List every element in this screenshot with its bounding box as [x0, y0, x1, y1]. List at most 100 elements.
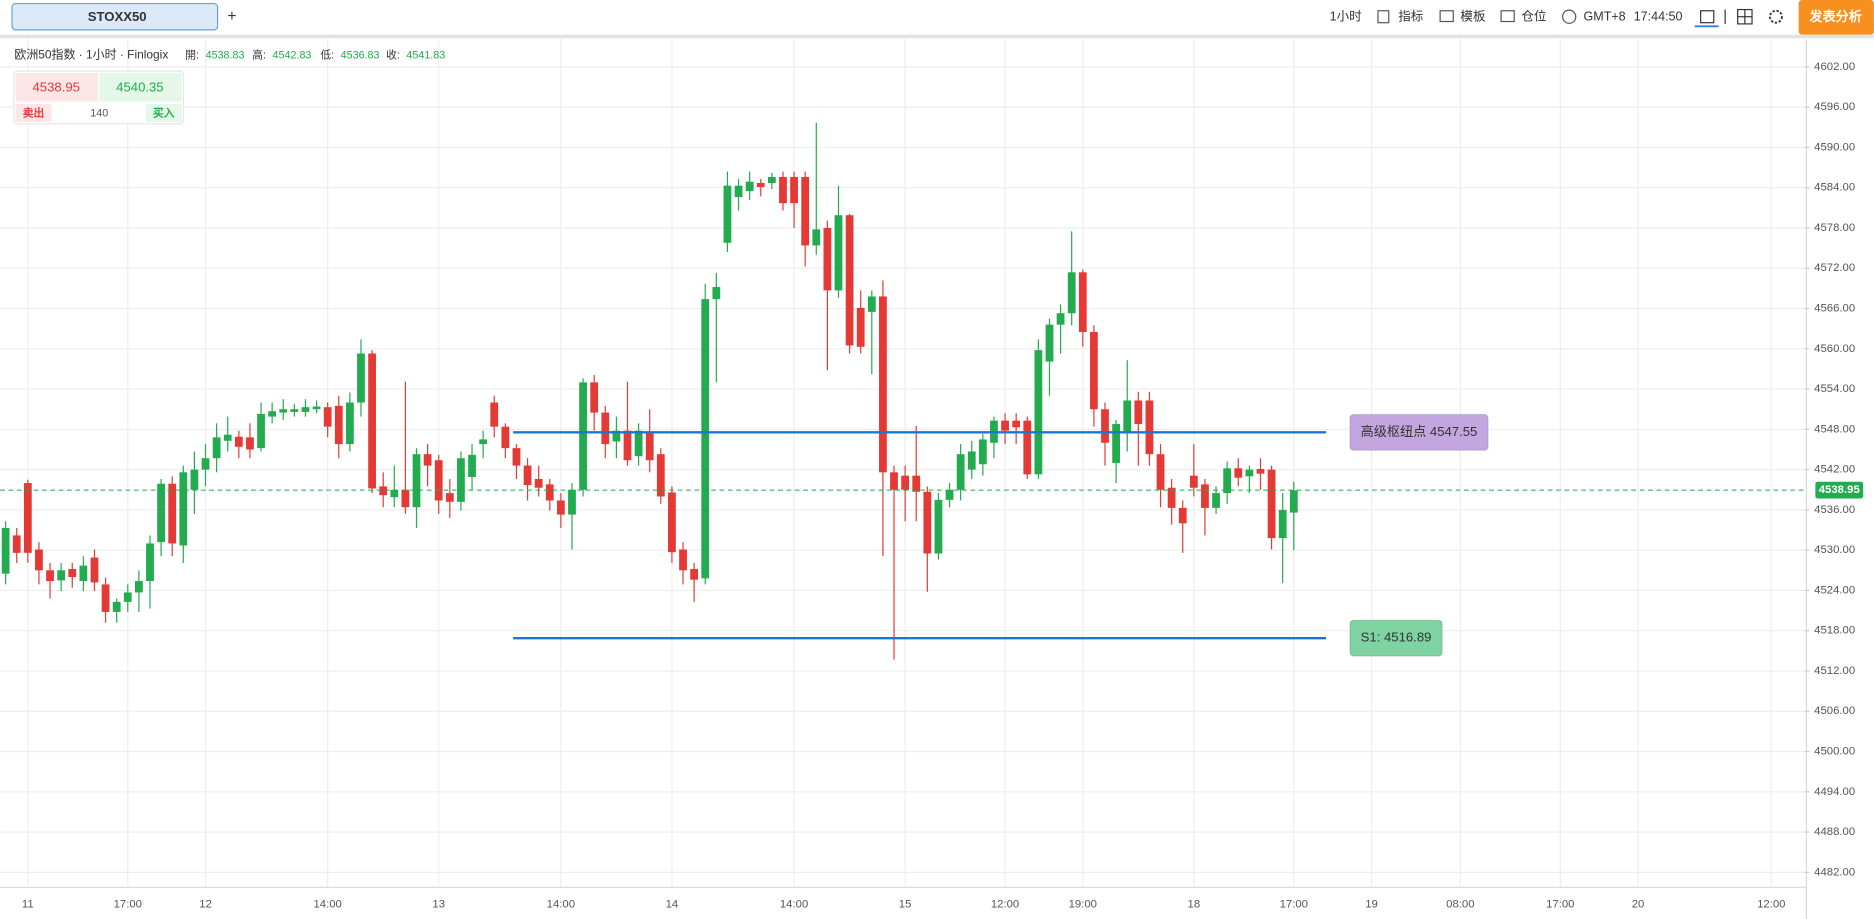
position-icon[interactable]	[1500, 10, 1515, 23]
last-price-label: 4538.95	[1819, 484, 1860, 496]
screenshot-icon[interactable]	[1700, 10, 1715, 24]
candle-body	[357, 353, 365, 403]
candle-body	[390, 489, 399, 498]
candle-body	[756, 183, 765, 188]
tab-label[interactable]: STOXX50	[88, 9, 147, 24]
buy-box[interactable]	[99, 72, 182, 102]
candle-body	[35, 549, 43, 571]
candle-body	[867, 296, 876, 312]
template-icon[interactable]	[1439, 10, 1454, 23]
candle-body	[146, 543, 154, 582]
candle-body	[656, 454, 665, 497]
x-tick-label: 15	[899, 899, 912, 911]
indicators-button[interactable]: 指标	[1398, 10, 1423, 24]
x-tick-label: 12:00	[1757, 899, 1785, 911]
y-tick-label: 4518.00	[1814, 625, 1855, 637]
candle-body	[345, 402, 354, 445]
x-tick-label: 17:00	[1280, 899, 1308, 911]
legend-low-label: 低:	[320, 48, 334, 61]
candle-body	[1234, 468, 1243, 478]
interval-button[interactable]: 1小时	[1330, 10, 1363, 24]
indicator-icon[interactable]	[1377, 10, 1390, 24]
candle-body	[856, 307, 865, 347]
candle-body	[23, 483, 32, 553]
candle-body	[934, 499, 943, 554]
globe-icon[interactable]	[1562, 9, 1577, 24]
candle-body	[712, 287, 721, 300]
candle-body	[668, 492, 676, 553]
candle-body	[112, 601, 121, 612]
templates-button[interactable]: 模板	[1460, 10, 1486, 24]
y-tick-label: 4560.00	[1814, 343, 1855, 355]
candle-body	[534, 479, 543, 488]
candle-body	[290, 409, 299, 412]
candle-body	[123, 592, 132, 602]
candle-body	[812, 229, 821, 246]
y-tick-label: 4542.00	[1814, 464, 1855, 476]
candle-body	[412, 454, 421, 508]
sell-price[interactable]: 4538.95	[33, 79, 80, 94]
candle-body	[1189, 475, 1198, 488]
candle-body	[234, 436, 243, 447]
candle-body	[701, 299, 710, 579]
x-tick-label: 13	[432, 899, 445, 911]
x-tick-label: 08:00	[1446, 899, 1474, 911]
sell-box[interactable]	[15, 72, 99, 102]
buy-button[interactable]	[145, 103, 182, 122]
candle-body	[57, 570, 66, 581]
x-tick-label: 12:00	[991, 899, 1019, 911]
candle-body	[890, 472, 898, 490]
y-tick-label: 4602.00	[1814, 61, 1855, 73]
candle-body	[157, 483, 165, 543]
candle-body	[834, 215, 843, 291]
candle-body	[845, 215, 854, 346]
add-tab[interactable]: +	[227, 8, 236, 25]
candle-body	[978, 439, 987, 465]
candle-body	[734, 185, 743, 198]
positions-button[interactable]: 仓位	[1521, 10, 1546, 24]
spread: 140	[90, 107, 108, 119]
candle-body	[1101, 409, 1109, 443]
level-box	[1349, 413, 1489, 451]
candle-body	[1034, 350, 1043, 475]
x-tick-label: 17:00	[114, 899, 142, 911]
candle-body	[879, 296, 887, 473]
publish-button[interactable]: 发表分析	[1808, 8, 1862, 24]
candle-body	[1090, 332, 1098, 410]
candle-body	[823, 227, 832, 291]
candle-body	[223, 434, 232, 441]
candle-body	[134, 581, 143, 593]
candle-body	[434, 460, 443, 501]
publish-button-bg[interactable]	[1798, 0, 1874, 35]
candle-body	[457, 458, 465, 502]
candle-body	[1156, 454, 1165, 490]
timezone-button[interactable]: GMT+8	[1584, 10, 1626, 24]
symbol-tab[interactable]	[11, 2, 219, 31]
overlay: 欧洲50指数 · 1小时 · Finlogix 開: 4538.83 高: 45…	[13, 47, 1489, 657]
buy-price[interactable]: 4540.35	[116, 79, 163, 94]
candle-body	[612, 430, 621, 442]
buy-label[interactable]: 买入	[153, 107, 175, 119]
sell-button[interactable]	[15, 103, 52, 122]
x-tick-label: 19:00	[1069, 899, 1097, 911]
legend-symbol: 欧洲50指数 · 1小时 · Finlogix	[14, 47, 168, 62]
legend-low: 4536.83	[341, 49, 380, 61]
candle-body	[1012, 420, 1021, 428]
candle-body	[523, 465, 532, 486]
y-tick-label: 4566.00	[1814, 303, 1855, 315]
candle-body	[179, 472, 188, 546]
x-tick-label: 14:00	[313, 899, 341, 911]
y-tick-label: 4590.00	[1814, 141, 1855, 153]
y-tick-label: 4494.00	[1814, 786, 1855, 798]
y-tick-label: 4596.00	[1814, 101, 1855, 113]
candle-body	[368, 353, 376, 489]
settings-icon[interactable]	[1769, 9, 1783, 24]
x-tick-label: 20	[1632, 899, 1645, 911]
candle-body	[190, 469, 199, 490]
clock: 17:44:50	[1634, 10, 1683, 24]
candle-body	[257, 413, 265, 449]
candle-body	[1245, 469, 1254, 477]
sell-label[interactable]: 卖出	[23, 106, 45, 119]
candle-body	[479, 439, 488, 445]
